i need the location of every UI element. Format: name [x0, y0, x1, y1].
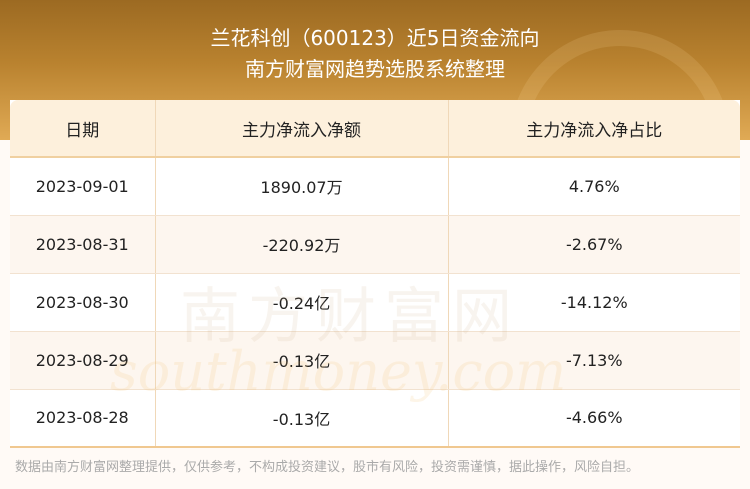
column-header-net-inflow: 主力净流入净额: [155, 100, 449, 158]
cell-net-ratio: -14.12%: [448, 273, 740, 332]
cell-date: 2023-09-01: [10, 157, 156, 216]
cell-date: 2023-08-29: [10, 331, 156, 390]
table-row: 2023-08-30 -0.24亿 -14.12%: [10, 273, 740, 332]
table-row: 2023-08-31 -220.92万 -2.67%: [10, 215, 740, 274]
cell-net-inflow: 1890.07万: [155, 157, 449, 216]
page-title: 兰花科创（600123）近5日资金流向: [210, 26, 540, 50]
cell-net-inflow: -0.13亿: [155, 389, 449, 448]
column-header-net-ratio: 主力净流入净占比: [448, 100, 740, 158]
table-row: 2023-08-29 -0.13亿 -7.13%: [10, 331, 740, 390]
cell-date: 2023-08-30: [10, 273, 156, 332]
cell-date: 2023-08-28: [10, 389, 156, 448]
cell-net-inflow: -220.92万: [155, 215, 449, 274]
cell-date: 2023-08-31: [10, 215, 156, 274]
table-row: 2023-09-01 1890.07万 4.76%: [10, 157, 740, 216]
table-header-row: 日期 主力净流入净额 主力净流入净占比: [10, 100, 740, 158]
column-header-date: 日期: [10, 100, 156, 158]
cell-net-ratio: -4.66%: [448, 389, 740, 448]
cell-net-ratio: -7.13%: [448, 331, 740, 390]
cell-net-ratio: -2.67%: [448, 215, 740, 274]
cell-net-ratio: 4.76%: [448, 157, 740, 216]
page-subtitle: 南方财富网趋势选股系统整理: [245, 57, 505, 81]
disclaimer: 数据由南方财富网整理提供，仅供参考，不构成投资建议，股市有风险，投资需谨慎，据此…: [15, 460, 640, 475]
cell-net-inflow: -0.24亿: [155, 273, 449, 332]
fund-flow-table: 日期 主力净流入净额 主力净流入净占比 2023-09-01 1890.07万 4.…: [10, 100, 740, 448]
table-row: 2023-08-28 -0.13亿 -4.66%: [10, 389, 740, 448]
cell-net-inflow: -0.13亿: [155, 331, 449, 390]
